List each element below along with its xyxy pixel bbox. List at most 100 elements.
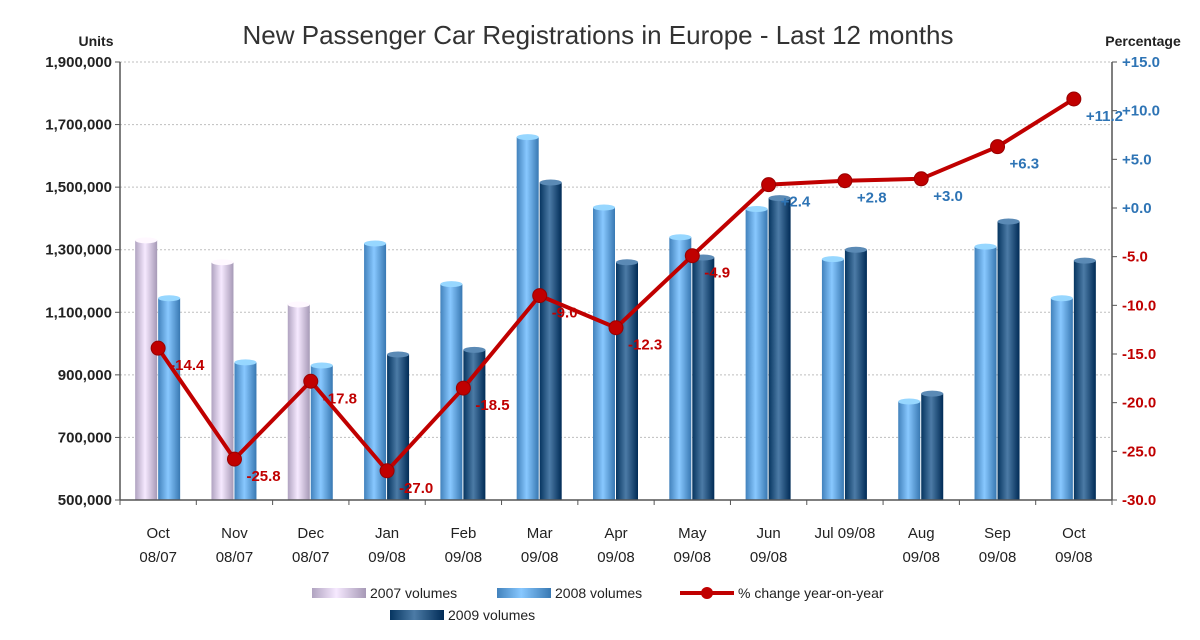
left-tick-label: 1,700,000 bbox=[45, 117, 112, 134]
percent-change-point bbox=[532, 288, 548, 304]
left-tick-label: 700,000 bbox=[58, 429, 112, 446]
percent-change-label: -17.8 bbox=[323, 390, 357, 407]
bar-2008-volumes bbox=[234, 362, 257, 500]
x-tick-label: Oct bbox=[146, 525, 170, 542]
bar-2009-volumes bbox=[616, 262, 638, 500]
right-tick-label: -5.0 bbox=[1122, 249, 1148, 266]
x-tick-label: 09/08 bbox=[750, 549, 788, 566]
right-tick-label: -30.0 bbox=[1122, 492, 1156, 509]
bar-2008-volumes bbox=[364, 243, 387, 500]
bar-cap bbox=[135, 237, 158, 244]
x-tick-label: Jun bbox=[757, 525, 781, 542]
percent-change-label: +2.4 bbox=[781, 194, 811, 211]
percent-change-label: +6.3 bbox=[1010, 156, 1040, 173]
x-tick-label: Oct bbox=[1062, 525, 1086, 542]
x-tick-label: 09/08 bbox=[445, 549, 483, 566]
bar-cap bbox=[364, 240, 387, 247]
percent-change-label: -18.5 bbox=[475, 397, 509, 414]
bar-2008-volumes bbox=[821, 259, 844, 500]
legend-label: 2007 volumes bbox=[370, 585, 457, 601]
bar-cap bbox=[1050, 295, 1073, 302]
left-tick-label: 1,900,000 bbox=[45, 54, 112, 71]
percent-change-point bbox=[150, 340, 166, 356]
x-tick-label: 08/07 bbox=[216, 549, 254, 566]
bar-cap bbox=[821, 256, 844, 263]
bar-2008-volumes bbox=[440, 284, 463, 500]
bar-cap bbox=[898, 398, 921, 405]
bar-cap bbox=[516, 134, 539, 141]
x-tick-label: Sep bbox=[984, 525, 1011, 542]
x-tick-label: Jan bbox=[375, 525, 399, 542]
chart-title: New Passenger Car Registrations in Europ… bbox=[242, 20, 953, 50]
bar-2008-volumes bbox=[1050, 298, 1073, 500]
x-tick-label: 08/07 bbox=[292, 549, 330, 566]
bar-2008-volumes bbox=[974, 246, 997, 500]
bar-2009-volumes bbox=[539, 182, 562, 500]
bar-2008-volumes bbox=[669, 237, 692, 500]
percent-change-label: +11.2 bbox=[1086, 108, 1123, 125]
bar-cap bbox=[593, 204, 615, 211]
x-tick-label: 09/08 bbox=[1055, 549, 1093, 566]
x-tick-label: 08/07 bbox=[139, 549, 177, 566]
bar-cap bbox=[440, 281, 463, 288]
legend: 2007 volumes 2008 volumes % change year-on… bbox=[312, 585, 884, 623]
x-tick-label: Nov bbox=[221, 525, 248, 542]
tick-labels: 1,900,000 1,700,000 1,500,000 1,300,000 1,10… bbox=[45, 54, 1160, 566]
left-tick-label: 1,300,000 bbox=[45, 242, 112, 259]
bars bbox=[135, 134, 1096, 501]
right-tick-label: -10.0 bbox=[1122, 297, 1156, 314]
percent-change-point bbox=[837, 173, 853, 189]
percent-change-point bbox=[761, 177, 777, 193]
right-tick-label: +15.0 bbox=[1122, 54, 1160, 71]
x-tick-label: Aug bbox=[908, 525, 935, 542]
right-tick-label: -15.0 bbox=[1122, 346, 1156, 363]
bar-2009-volumes bbox=[1073, 260, 1096, 500]
right-tick-label: -25.0 bbox=[1122, 443, 1156, 460]
bar-cap bbox=[921, 390, 944, 397]
left-tick-label: 500,000 bbox=[58, 492, 112, 509]
bar-2007-volumes bbox=[287, 304, 310, 500]
legend-swatch bbox=[497, 588, 551, 598]
bar-cap bbox=[158, 295, 181, 302]
bar-2008-volumes bbox=[593, 207, 615, 500]
bar-2009-volumes bbox=[997, 221, 1020, 501]
x-tick-label: 09/08 bbox=[674, 549, 712, 566]
bar-cap bbox=[669, 234, 692, 241]
percent-change-label: -25.8 bbox=[246, 468, 280, 485]
bar-cap bbox=[616, 259, 638, 266]
percent-change-line bbox=[150, 91, 1082, 479]
bar-2007-volumes bbox=[211, 262, 234, 500]
bar-2008-volumes bbox=[745, 209, 768, 501]
data-labels: -14.4 -25.8 -17.8 -27.0 -18.5 -9.0 -12.3 -4.9 +2… bbox=[170, 108, 1123, 497]
bar-cap bbox=[234, 359, 257, 366]
legend-label: 2009 volumes bbox=[448, 607, 535, 623]
legend-marker bbox=[701, 587, 713, 599]
x-tick-label: 09/08 bbox=[597, 549, 635, 566]
x-tick-label: 09/08 bbox=[979, 549, 1017, 566]
legend-swatch bbox=[312, 588, 366, 598]
bar-2009-volumes bbox=[692, 257, 715, 500]
percent-change-label: -14.4 bbox=[170, 357, 205, 374]
percent-change-point bbox=[1066, 91, 1082, 107]
percent-change-point bbox=[226, 451, 242, 467]
bar-2007-volumes bbox=[135, 240, 158, 501]
percent-change-label: -12.3 bbox=[628, 337, 662, 354]
bar-cap bbox=[974, 243, 997, 250]
bar-2008-volumes bbox=[898, 401, 921, 500]
percent-change-point bbox=[684, 248, 700, 264]
legend-label: % change year-on-year bbox=[738, 585, 884, 601]
bar-cap bbox=[1073, 257, 1096, 264]
x-tick-label: Feb bbox=[450, 525, 476, 542]
bar-cap bbox=[768, 195, 791, 202]
bar-cap bbox=[844, 246, 867, 253]
left-tick-label: 900,000 bbox=[58, 367, 112, 384]
bar-cap bbox=[387, 351, 410, 358]
right-tick-label: +5.0 bbox=[1122, 151, 1152, 168]
legend-swatch bbox=[390, 610, 444, 620]
bar-cap bbox=[997, 218, 1020, 225]
x-tick-label: 09/08 bbox=[521, 549, 559, 566]
x-tick-label: May bbox=[678, 525, 707, 542]
percent-change-point bbox=[913, 171, 929, 187]
